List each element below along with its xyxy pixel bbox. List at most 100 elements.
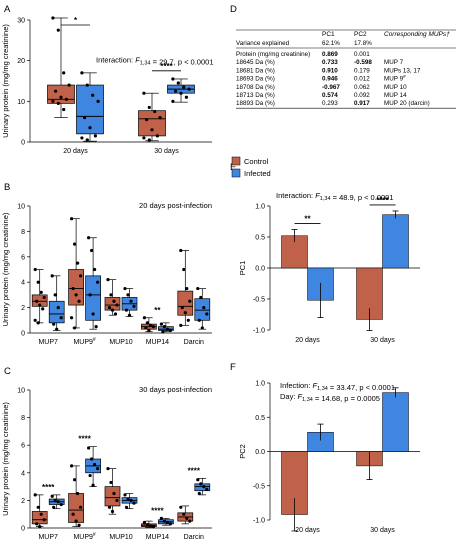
panel-letter-b: B	[4, 182, 10, 193]
panel-a-point	[184, 95, 188, 99]
panel-c-point	[56, 500, 60, 504]
panel-a-point	[96, 99, 100, 103]
legend-label-control: Control	[244, 157, 269, 166]
panel-c-sig-marker: ****	[151, 506, 164, 515]
panel-b-point	[162, 325, 166, 329]
panel-b-point	[96, 280, 100, 284]
panel-b-point	[39, 290, 43, 294]
legend-swatch-infected	[231, 168, 241, 178]
panel-c-point	[36, 505, 40, 509]
panel-a-box-control	[138, 110, 166, 137]
panel-a-point	[59, 95, 63, 99]
panel-c-point	[93, 462, 97, 467]
panel-f-y-tick-label: -0.5	[253, 483, 265, 490]
panel-c-point	[39, 512, 43, 516]
table-row-pc2: 0.062	[354, 84, 370, 91]
panel-a-y-tick-label: 20	[17, 58, 25, 65]
panel-f-y-tick-label: 0.5	[255, 415, 265, 422]
table-row-pc2: 0.092	[354, 92, 370, 99]
panel-f-x-tick-label: 30 days	[370, 527, 395, 534]
legend-swatch-control	[231, 156, 241, 166]
panel-c-point	[35, 522, 39, 526]
panel-letter-a: A	[4, 4, 11, 15]
table-row-pc2: 0.001	[354, 51, 370, 58]
panel-a-point	[145, 118, 149, 122]
panel-b-point	[73, 242, 77, 246]
panel-c-y-tick-label: 0	[21, 526, 25, 533]
panel-c-x-tick-label: MUP10	[109, 534, 132, 541]
panel-b-point	[88, 293, 92, 297]
panel-a-bracket-label: ****	[160, 62, 173, 71]
panel-c-sig-marker: ****	[78, 435, 91, 444]
panel-b-point	[179, 323, 183, 327]
panel-b-point	[33, 318, 37, 322]
panel-b-point	[165, 327, 169, 331]
panel-b-sig-marker: **	[154, 306, 161, 315]
panel-c-point	[59, 502, 63, 507]
table-row-mup: MUP 10	[384, 84, 407, 91]
panel-c-point	[162, 519, 166, 523]
panel-b-point	[53, 293, 57, 297]
panel-b-point	[35, 299, 39, 303]
panel-c-y-tick-label: 2	[21, 498, 25, 505]
panel-b-box-control	[68, 269, 84, 306]
panel-b-point	[106, 278, 110, 282]
panel-b-point	[41, 307, 45, 311]
table-row-mup: MUP 7	[384, 59, 404, 66]
panel-f-annotation-infection: Infection: F1,34 = 33.47, p < 0.0001	[280, 381, 395, 392]
panel-e-y-tick-label: 0.5	[255, 235, 265, 242]
panel-letter-e: E	[230, 162, 236, 173]
panel-a-x-tick-label: 30 days	[154, 148, 179, 155]
panel-b-point	[70, 316, 74, 320]
panel-c-x-tick-label: MUP14	[146, 534, 169, 541]
panel-c-box-control	[104, 486, 121, 507]
panel-c-point	[185, 516, 189, 520]
panel-c-point	[126, 497, 130, 501]
panel-e-y-tick-label: -0.5	[253, 297, 265, 304]
panel-c-sig-marker: ****	[188, 466, 201, 475]
panel-b-point	[186, 318, 190, 322]
panel-c-point	[96, 467, 100, 471]
panel-c-sig-marker: ****	[42, 483, 55, 492]
panel-b-point	[107, 306, 112, 310]
panel-f-y-tick-label: 0.0	[255, 449, 265, 456]
panel-f-y-axis-label: PC2	[238, 444, 247, 459]
table-row-label: 18645 Da (%)	[236, 59, 275, 66]
panel-c-x-tick-label: Darcin	[184, 534, 204, 541]
panel-b-point	[185, 286, 189, 291]
panel-b-y-tick-label: 0	[21, 331, 25, 338]
panel-b-point	[142, 316, 146, 320]
panel-a-point	[155, 134, 159, 138]
panel-c-x-tick-label: MUP7	[38, 534, 58, 541]
panel-b-point	[179, 248, 183, 253]
panel-e-x-tick-label: 20 days	[295, 337, 320, 344]
panel-b-point	[50, 274, 54, 278]
panel-e-sig-marker: **	[304, 215, 311, 224]
panel-b-point	[76, 261, 80, 265]
table-row-pc2: -0.598	[354, 59, 372, 66]
panel-c-point	[123, 493, 127, 497]
panel-b-point	[144, 326, 148, 330]
panel-b-x-tick-label: MUP9#	[73, 337, 95, 346]
panel-c-point	[148, 524, 152, 528]
panel-c-x-tick-label: MUP9#	[73, 532, 95, 541]
panel-a-point	[67, 83, 71, 87]
table-header-pc2: PC2	[354, 31, 367, 38]
panel-b-point	[73, 326, 77, 330]
panel-c-point	[87, 446, 91, 450]
panel-b-point	[132, 304, 136, 308]
panel-b-point	[180, 306, 184, 310]
panel-b-title: 20 days post-infection	[139, 201, 212, 210]
legend-label-infected: Infected	[244, 169, 271, 178]
panel-b-point	[202, 306, 206, 310]
panel-c-y-axis-label: Urinary protein (mg/mg creatinine)	[1, 402, 10, 516]
panel-b-point	[94, 325, 98, 329]
panel-b-point	[36, 280, 40, 284]
table-row-pc1: 0.869	[322, 51, 338, 58]
panel-a-x-tick-label: 20 days	[63, 148, 88, 155]
panel-f-y-tick-label: -1.0	[253, 518, 265, 525]
panel-b-point	[151, 325, 155, 329]
panel-a-point	[54, 89, 58, 93]
panel-a-point	[56, 101, 60, 105]
panel-b-box-infected	[48, 300, 65, 324]
